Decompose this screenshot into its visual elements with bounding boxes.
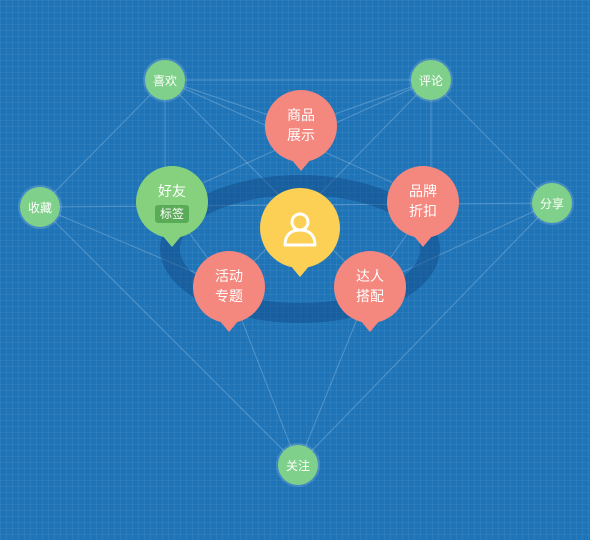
node-favorite-label: 收藏 xyxy=(27,200,52,215)
node-favorite[interactable]: 收藏 xyxy=(20,187,60,227)
pin-friends-title: 好友 xyxy=(158,183,186,200)
node-comment[interactable]: 评论 xyxy=(411,60,451,100)
link-favorite-follow xyxy=(39,206,299,466)
pin-activities-line1: 活动 xyxy=(215,269,243,285)
link-comment-share xyxy=(430,79,553,204)
link-share-follow xyxy=(297,202,553,466)
user-icon xyxy=(283,212,317,247)
node-like-label: 喜欢 xyxy=(152,73,177,88)
pin-activities-line2: 专题 xyxy=(215,289,243,305)
node-like[interactable]: 喜欢 xyxy=(145,60,185,100)
node-follow-label: 关注 xyxy=(285,458,310,473)
pin-brands-line1: 品牌 xyxy=(409,184,437,200)
pin-experts-line1: 达人 xyxy=(356,269,384,285)
pin-products-line2: 展示 xyxy=(287,128,315,144)
pin-brands-line2: 折扣 xyxy=(409,204,437,220)
pin-brands[interactable]: 品牌 折扣 xyxy=(387,166,459,247)
pin-activities[interactable]: 活动 专题 xyxy=(193,251,265,332)
pin-user-center[interactable] xyxy=(260,188,340,277)
pin-experts[interactable]: 达人 搭配 xyxy=(334,251,406,332)
node-follow[interactable]: 关注 xyxy=(278,445,318,485)
node-comment-label: 评论 xyxy=(418,73,443,88)
pin-products-line1: 商品 xyxy=(287,108,315,124)
pin-experts-line2: 搭配 xyxy=(356,289,384,305)
pin-products[interactable]: 商品 展示 xyxy=(265,90,337,171)
link-like-favorite xyxy=(39,79,166,208)
pin-friends[interactable]: 好友 标签 xyxy=(136,166,208,247)
node-share-label: 分享 xyxy=(539,196,564,211)
pin-friends-tag: 标签 xyxy=(154,204,189,223)
node-share[interactable]: 分享 xyxy=(532,183,572,223)
